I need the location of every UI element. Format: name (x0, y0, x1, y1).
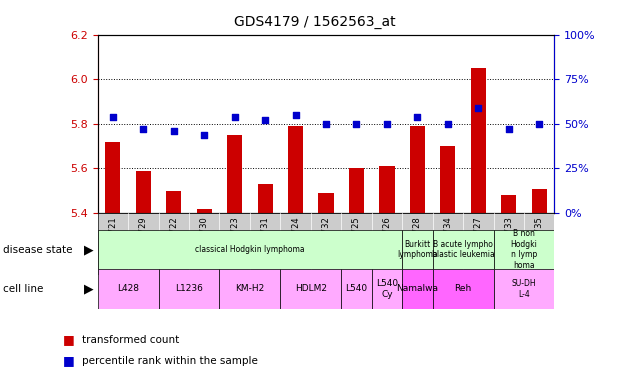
FancyBboxPatch shape (433, 230, 493, 269)
Point (290, 112, 301, 118)
FancyBboxPatch shape (433, 269, 493, 309)
Point (229, 114, 239, 120)
FancyBboxPatch shape (98, 269, 159, 309)
Text: GSM499722: GSM499722 (169, 216, 178, 267)
Text: ▶: ▶ (84, 243, 93, 256)
Point (504, 126, 514, 132)
Text: GSM499734: GSM499734 (444, 216, 452, 267)
Text: Reh: Reh (454, 285, 472, 293)
Point (412, 114, 422, 120)
Point (260, 117, 270, 123)
Text: SU-DH
L-4: SU-DH L-4 (512, 279, 536, 299)
Text: disease state: disease state (3, 245, 72, 255)
Point (382, 121, 392, 127)
Text: percentile rank within the sample: percentile rank within the sample (82, 356, 258, 366)
Bar (349, 169, 364, 213)
Point (473, 105, 483, 111)
Bar (288, 126, 303, 213)
Bar (258, 184, 273, 213)
Text: GSM499733: GSM499733 (504, 216, 513, 267)
Text: ■: ■ (63, 333, 75, 346)
Text: GSM499735: GSM499735 (535, 216, 544, 267)
Text: GSM499727: GSM499727 (474, 216, 483, 267)
Text: transformed count: transformed count (82, 335, 179, 345)
Text: L1236: L1236 (175, 285, 203, 293)
Bar (440, 146, 455, 213)
Text: GSM499721: GSM499721 (108, 216, 117, 267)
FancyBboxPatch shape (280, 269, 341, 309)
Text: cell line: cell line (3, 284, 43, 294)
Bar (471, 68, 486, 213)
Text: GDS4179 / 1562563_at: GDS4179 / 1562563_at (234, 15, 396, 29)
Bar (227, 135, 243, 213)
Text: Namalwa: Namalwa (396, 285, 438, 293)
Text: GSM499725: GSM499725 (352, 216, 361, 267)
FancyBboxPatch shape (341, 269, 372, 309)
Point (443, 121, 453, 127)
Point (352, 121, 362, 127)
Text: Burkitt
lymphoma: Burkitt lymphoma (397, 240, 438, 259)
Bar (501, 195, 517, 213)
Text: ▶: ▶ (84, 283, 93, 295)
Text: L540: L540 (345, 285, 367, 293)
Text: B non
Hodgki
n lymp
homa: B non Hodgki n lymp homa (510, 230, 537, 270)
Text: GSM499728: GSM499728 (413, 216, 422, 267)
Text: GSM499723: GSM499723 (230, 216, 239, 267)
Point (199, 131, 209, 137)
Bar (197, 209, 212, 213)
Bar (532, 189, 547, 213)
Text: ■: ■ (63, 354, 75, 367)
FancyBboxPatch shape (98, 230, 402, 269)
Point (534, 121, 544, 127)
Text: GSM499729: GSM499729 (139, 216, 148, 267)
FancyBboxPatch shape (98, 213, 554, 275)
Text: GSM499731: GSM499731 (261, 216, 270, 267)
Text: classical Hodgkin lymphoma: classical Hodgkin lymphoma (195, 245, 305, 254)
Text: L540
Cy: L540 Cy (376, 279, 398, 299)
FancyBboxPatch shape (402, 269, 433, 309)
Text: L428: L428 (117, 285, 139, 293)
Text: GSM499726: GSM499726 (382, 216, 391, 267)
Text: GSM499732: GSM499732 (321, 216, 331, 267)
Text: GSM499730: GSM499730 (200, 216, 209, 267)
FancyBboxPatch shape (159, 269, 219, 309)
FancyBboxPatch shape (493, 230, 554, 269)
FancyBboxPatch shape (402, 230, 433, 269)
Point (169, 128, 179, 134)
FancyBboxPatch shape (372, 269, 402, 309)
Bar (105, 142, 120, 213)
Text: GSM499724: GSM499724 (291, 216, 300, 267)
Bar (135, 171, 151, 213)
Bar (379, 166, 394, 213)
Text: B acute lympho
blastic leukemia: B acute lympho blastic leukemia (432, 240, 495, 259)
Point (321, 121, 331, 127)
Text: HDLM2: HDLM2 (295, 285, 327, 293)
FancyBboxPatch shape (219, 269, 280, 309)
Bar (318, 193, 334, 213)
Bar (410, 126, 425, 213)
Bar (166, 191, 181, 213)
Text: KM-H2: KM-H2 (235, 285, 265, 293)
Point (138, 126, 149, 132)
FancyBboxPatch shape (493, 269, 554, 309)
Point (108, 114, 118, 120)
